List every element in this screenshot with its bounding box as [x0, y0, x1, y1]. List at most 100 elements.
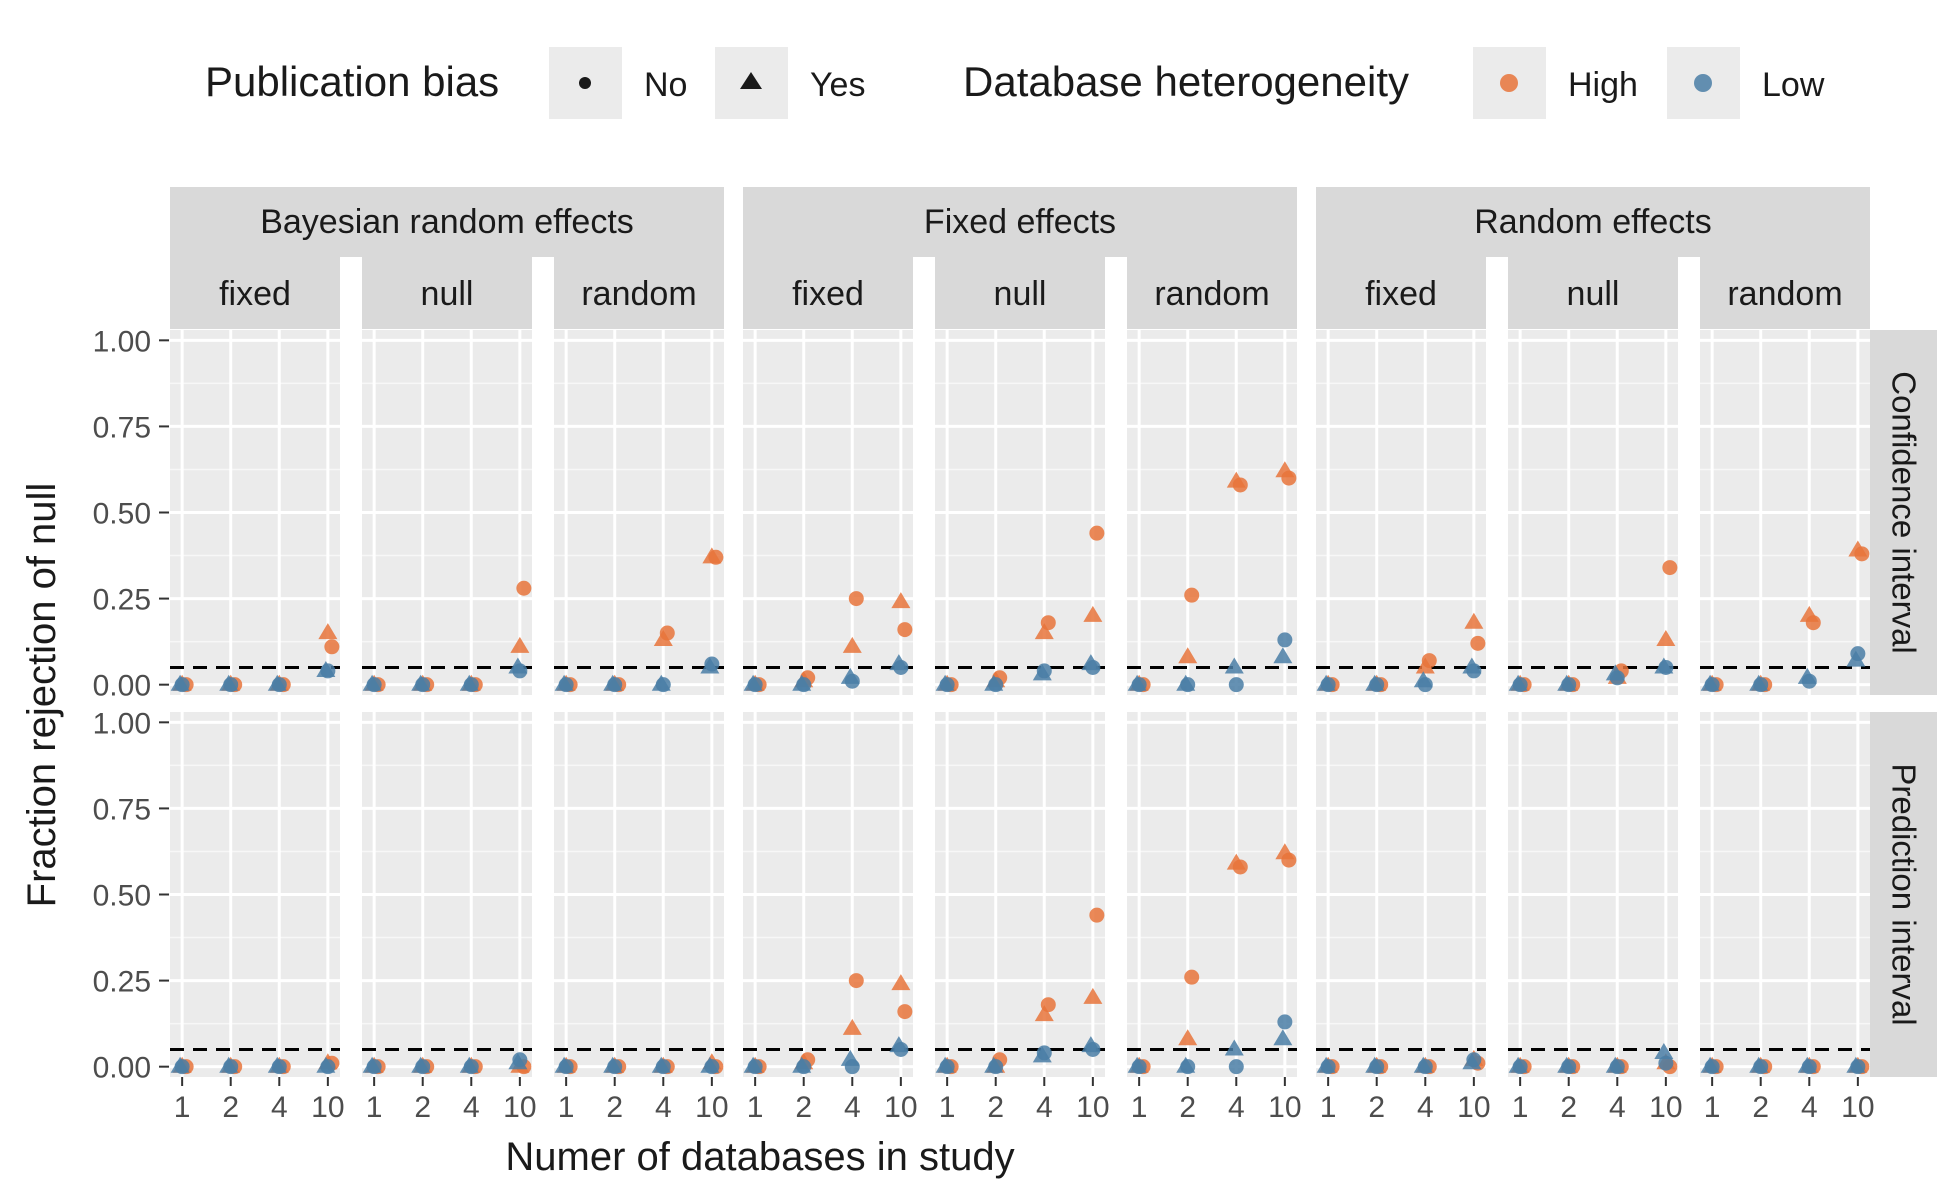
data-point-low-yes [459, 1056, 479, 1073]
data-point-high-no [1184, 969, 1200, 985]
x-axis-tick-label: 1 [1131, 1091, 1148, 1124]
x-axis-tick-label: 1 [174, 1091, 191, 1124]
data-point-low-yes [1273, 1029, 1293, 1046]
data-point-low-yes [889, 654, 909, 671]
facet-strip-method-label: Fixed effects [924, 203, 1116, 241]
x-axis-tick-label: 4 [1228, 1091, 1245, 1124]
facet-strip-method [1316, 187, 1870, 257]
data-point-low-yes [1654, 657, 1674, 674]
data-point-low-no [1277, 632, 1293, 648]
data-point-low-yes [411, 1056, 431, 1073]
data-point-low-yes [603, 674, 623, 691]
data-point-low-yes [267, 1056, 287, 1073]
data-point-high-yes [891, 974, 911, 991]
y-axis-tick-label: 0.50 [93, 498, 151, 531]
data-point-low-yes [1365, 1056, 1385, 1073]
data-point-low-yes [316, 1056, 336, 1073]
data-point-high-no [897, 1004, 913, 1020]
y-axis-tick-label: 1.00 [93, 707, 151, 740]
x-axis-tick-label: 4 [1801, 1091, 1818, 1124]
facet-strip-sub [554, 257, 724, 329]
y-axis-tick-label: 1.00 [93, 325, 151, 358]
x-axis-tick-label: 10 [884, 1091, 917, 1124]
legend-title-database-heterogeneity: Database heterogeneity [963, 58, 1409, 105]
facet-strip-sub [1127, 257, 1297, 329]
facet-strip-sub-label: random [1154, 275, 1269, 313]
facet-strip-sub-label: null [994, 275, 1047, 313]
data-point-low-yes [508, 1053, 528, 1070]
data-point-low-yes [1413, 671, 1433, 688]
facet-strip-sub-label: fixed [792, 275, 864, 313]
y-axis-tick-label: 0.75 [93, 411, 151, 444]
x-axis-tick-label: 1 [939, 1091, 956, 1124]
data-point-high-yes [1799, 605, 1819, 622]
data-point-low-yes [743, 674, 763, 691]
x-axis-tick-label: 4 [1609, 1091, 1626, 1124]
legend-label-high: High [1568, 66, 1638, 104]
data-point-high-yes [1034, 1005, 1054, 1022]
data-point-low-yes [362, 674, 382, 691]
x-axis-tick-label: 10 [1076, 1091, 1109, 1124]
data-point-low-yes [889, 1036, 909, 1053]
data-point-high-yes [891, 592, 911, 609]
data-point-high-no [1089, 907, 1105, 923]
x-axis-tick-label: 2 [795, 1091, 812, 1124]
x-axis-tick-label: 2 [1179, 1091, 1196, 1124]
facet-strip-method [743, 187, 1297, 257]
data-point-low-yes [792, 674, 812, 691]
facet-strip-sub-label: fixed [219, 275, 291, 313]
data-point-low-yes [1797, 667, 1817, 684]
x-axis-tick-label: 1 [558, 1091, 575, 1124]
data-point-low-yes [1316, 1056, 1336, 1073]
data-point-low-yes [170, 674, 190, 691]
x-axis-tick-label: 1 [747, 1091, 764, 1124]
data-point-low-yes [1846, 650, 1866, 667]
legend-key-high-dot-icon [1500, 74, 1518, 92]
data-point-low-yes [1273, 647, 1293, 664]
y-axis-title: Fraction rejection of null [20, 483, 64, 908]
y-axis-tick-label: 0.25 [93, 584, 151, 617]
data-point-low-yes [1127, 1056, 1147, 1073]
data-point-low-yes [1700, 1056, 1720, 1073]
data-point-low-yes [1557, 674, 1577, 691]
data-point-low-yes [1462, 1053, 1482, 1070]
legend-title-publication-bias: Publication bias [205, 58, 499, 105]
data-point-low-yes [700, 657, 720, 674]
x-axis-tick-label: 2 [1368, 1091, 1385, 1124]
facet-strip-method-label: Bayesian random effects [260, 203, 634, 241]
data-point-low-yes [1749, 1056, 1769, 1073]
data-point-low-yes [1081, 654, 1101, 671]
facet-strip-row [1865, 712, 1937, 1077]
data-point-high-yes [702, 547, 722, 564]
data-point-low-yes [554, 674, 574, 691]
facet-strip-sub-label: random [1727, 275, 1842, 313]
data-point-low-yes [554, 1056, 574, 1073]
facet-strip-sub [1700, 257, 1870, 329]
data-point-low-yes [1508, 674, 1528, 691]
data-point-low-yes [792, 1056, 812, 1073]
data-point-low-yes [1508, 1056, 1528, 1073]
data-point-low-yes [1127, 674, 1147, 691]
data-point-low-yes [219, 674, 239, 691]
data-point-low-yes [316, 660, 336, 677]
x-axis-tick-label: 2 [987, 1091, 1004, 1124]
x-axis-tick-label: 1 [1320, 1091, 1337, 1124]
x-axis-tick-label: 4 [271, 1091, 288, 1124]
legend-label-yes: Yes [810, 66, 865, 104]
data-point-low-no [1658, 1055, 1674, 1071]
y-axis-tick-label: 0.75 [93, 793, 151, 826]
data-point-low-no [1228, 677, 1244, 693]
x-axis-tick-label: 4 [463, 1091, 480, 1124]
data-point-low-yes [651, 1056, 671, 1073]
legend-key-yes-triangle-icon [740, 72, 762, 89]
data-point-low-yes [267, 674, 287, 691]
x-axis-tick-label: 4 [1036, 1091, 1053, 1124]
data-point-low-yes [170, 1056, 190, 1073]
x-axis-tick-label: 1 [1704, 1091, 1721, 1124]
x-axis-tick-label: 10 [695, 1091, 728, 1124]
x-axis-tick-label: 10 [1841, 1091, 1874, 1124]
data-point-low-yes [1462, 657, 1482, 674]
x-axis-tick-label: 2 [1560, 1091, 1577, 1124]
data-point-high-yes [842, 636, 862, 653]
data-point-high-no [1662, 560, 1678, 576]
